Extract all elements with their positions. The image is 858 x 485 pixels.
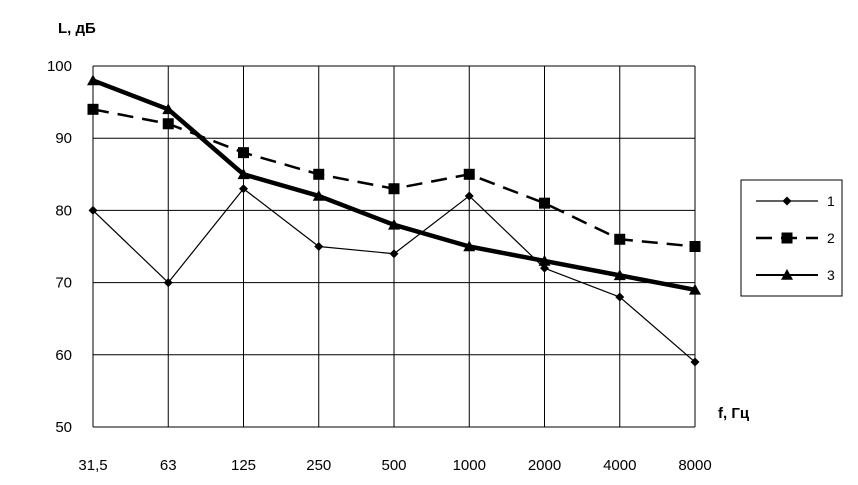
square-icon: [614, 233, 626, 245]
square-icon: [162, 118, 174, 130]
legend-label: 2: [827, 230, 835, 246]
legend-item: 1: [756, 193, 835, 209]
y-tick-label: 90: [55, 130, 72, 147]
triangle-icon: [689, 283, 701, 295]
series-3: [87, 74, 701, 295]
triangle-icon: [781, 269, 793, 280]
x-tick-label: 31,5: [78, 457, 107, 474]
y-tick-labels: 50 60 70 80 90 100: [47, 58, 72, 436]
diamond-icon: [464, 191, 474, 201]
triangle-icon: [237, 168, 250, 180]
diamond-icon: [782, 196, 792, 206]
diamond-icon: [540, 263, 549, 273]
series-1: [88, 184, 700, 367]
square-icon: [313, 168, 325, 180]
square-icon: [689, 241, 701, 252]
square-icon: [539, 197, 550, 209]
diamond-icon: [239, 184, 248, 194]
diamond-icon: [389, 249, 399, 259]
diamond-icon: [615, 292, 625, 302]
y-tick-label: 100: [47, 58, 72, 75]
diamond-icon: [88, 205, 98, 215]
square-icon: [87, 103, 99, 115]
y-tick-label: 60: [55, 347, 72, 364]
triangle-icon: [87, 74, 99, 86]
grid-lines: [92, 65, 696, 428]
y-tick-label: 80: [55, 202, 72, 219]
square-icon: [781, 232, 793, 244]
legend-item: 2: [756, 230, 835, 246]
square-icon: [463, 168, 475, 180]
x-tick-label: 125: [231, 457, 256, 474]
legend: 1 2 3: [740, 179, 843, 297]
diamond-icon: [163, 278, 173, 288]
legend-label: 3: [827, 267, 835, 283]
square-icon: [388, 183, 400, 195]
series-group: [87, 74, 701, 367]
triangle-icon: [613, 269, 626, 281]
x-tick-label: 8000: [678, 457, 711, 474]
triangle-icon: [312, 189, 325, 201]
triangle-icon: [538, 254, 551, 266]
legend-label: 1: [827, 193, 835, 209]
x-tick-label: 1000: [453, 457, 486, 474]
diamond-icon: [314, 242, 324, 251]
triangle-icon: [388, 218, 400, 230]
legend-item: 3: [756, 267, 835, 283]
y-tick-label: 70: [55, 275, 72, 292]
diamond-icon: [690, 357, 700, 367]
square-icon: [238, 147, 249, 159]
x-tick-label: 63: [160, 457, 177, 474]
triangle-icon: [162, 103, 175, 115]
x-tick-labels: 31,5 63 125 250 500 1000 2000 4000 8000: [78, 457, 711, 474]
x-tick-label: 250: [306, 457, 331, 474]
x-tick-label: 500: [381, 457, 406, 474]
x-tick-label: 4000: [603, 457, 636, 474]
y-axis-title: L, дБ: [58, 20, 96, 37]
y-tick-label: 50: [55, 419, 72, 436]
x-tick-label: 2000: [528, 457, 561, 474]
x-axis-title: f, Гц: [718, 405, 750, 422]
triangle-icon: [463, 240, 476, 252]
